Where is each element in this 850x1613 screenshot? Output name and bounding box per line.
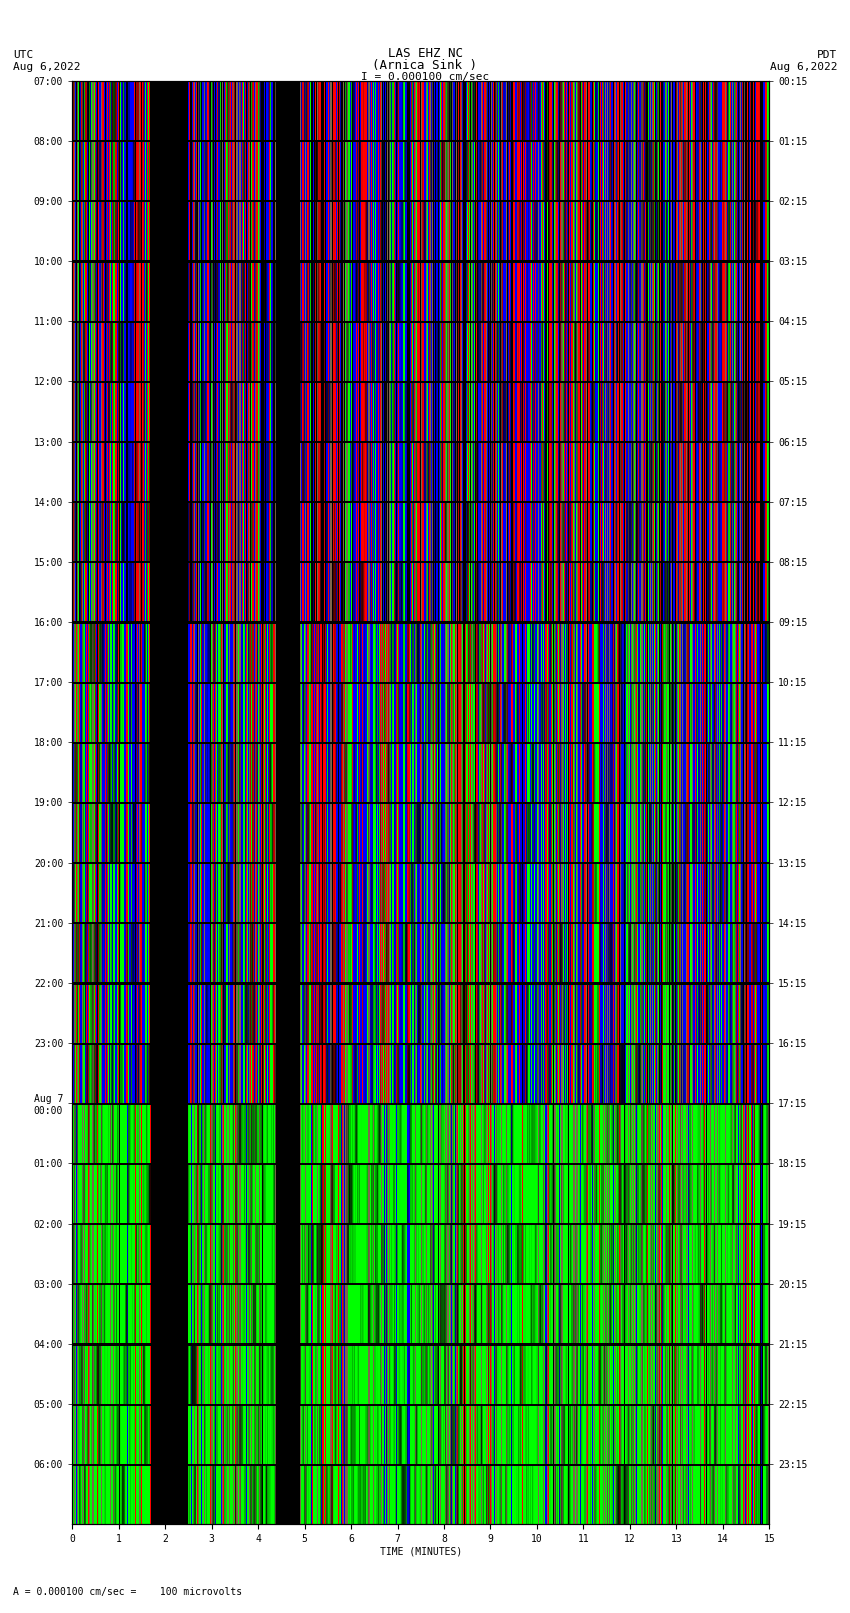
X-axis label: TIME (MINUTES): TIME (MINUTES) bbox=[380, 1547, 462, 1557]
Text: I = 0.000100 cm/sec: I = 0.000100 cm/sec bbox=[361, 73, 489, 82]
Text: PDT: PDT bbox=[817, 50, 837, 60]
Text: LAS EHZ NC: LAS EHZ NC bbox=[388, 47, 462, 60]
Text: Aug 6,2022: Aug 6,2022 bbox=[770, 61, 837, 71]
Text: A = 0.000100 cm/sec =    100 microvolts: A = 0.000100 cm/sec = 100 microvolts bbox=[13, 1587, 242, 1597]
Text: (Arnica Sink ): (Arnica Sink ) bbox=[372, 58, 478, 71]
Text: Aug 6,2022: Aug 6,2022 bbox=[13, 61, 80, 71]
Text: UTC: UTC bbox=[13, 50, 33, 60]
